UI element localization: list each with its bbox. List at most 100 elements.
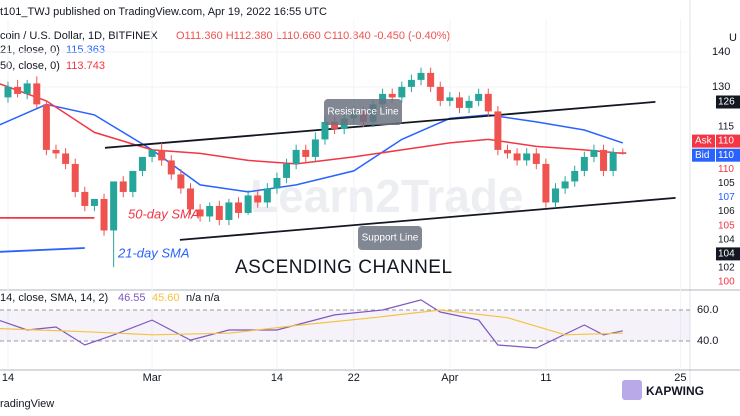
candle-body [494,111,502,150]
published: t101_TWJ published on TradingView.com, A… [0,6,327,18]
x-tick-label: Apr [441,372,458,384]
candle-body [71,163,79,192]
candle-body [552,188,560,203]
candle-body [148,149,156,157]
candle-body [138,156,146,171]
price-tag-bg [716,162,740,176]
x-tick-label: 25 [674,372,686,384]
candle-body [475,93,483,101]
sma-line [0,103,624,193]
sma21-legend: 21, close, 0) [0,44,60,56]
support-box [358,226,422,250]
price-tag-bg [716,95,740,109]
candle-body [302,149,310,157]
candle-body [321,121,329,140]
x-tick-label: 11 [540,372,551,384]
sma50-annotation: 50-day SMA [128,206,200,221]
kapwing-logo [622,380,642,400]
y-tick-label: 130 [712,81,730,93]
candle-body [215,205,223,220]
price-tag-bg [716,233,740,247]
price-tag-bg [716,191,740,204]
rsi-na: n/a n/a [186,292,221,304]
candle-body [206,205,214,217]
quote-tag: Ask [695,136,713,147]
candle-body [129,170,137,192]
header-bg [0,0,310,24]
symbol: coin / U.S. Dollar, 1D, BITFINEX [0,30,158,42]
candle-body [542,163,550,203]
x-tick-label: Mar [143,372,162,384]
trend-line [179,197,676,241]
x-tick-label: 14 [271,372,283,384]
price-tag-bg [716,275,740,289]
candle-body [110,181,118,231]
candle-body [561,181,569,189]
candle-body [532,153,540,164]
price-tag-bg [716,205,740,219]
price-tag: 110 [718,136,734,147]
rsi-line [0,309,623,336]
candle-body [81,191,89,206]
candle-body [186,188,194,210]
candle-body [427,72,435,87]
y-tick-label: 140 [712,46,730,58]
candle-body [33,83,41,105]
currency: U [729,32,737,44]
price-tag-bg [716,219,740,233]
candle-body [14,86,22,94]
price-tag: 100 [718,277,735,288]
footer-right: KAPWING [646,384,704,398]
rsi-tick-label: 60.0 [697,304,718,316]
sma21-annotation: 21-day SMA [117,245,190,260]
candle-body [571,170,579,182]
price-tag-bg [716,247,740,261]
candle-body [177,174,185,189]
candle-body [100,198,108,231]
sma50-value: 113.743 [66,60,105,72]
quote-tag: Bid [695,150,709,161]
rsi-line [0,299,623,349]
candle-body [90,198,98,206]
candle-body [283,163,291,178]
sma-line [0,83,623,165]
candle-body [244,195,252,213]
candle-body [398,86,406,98]
price-tag-bg [716,134,740,148]
price-tag: 104 [718,249,735,260]
candle-body [254,195,262,203]
candle-body [513,153,521,161]
price-tag: 105 [718,178,735,189]
candle-body [331,121,339,129]
candle-body [225,202,233,220]
ohlc: O111.360 H112.380 L110.660 C110.840 -0.4… [176,30,450,42]
pattern-annotation: ASCENDING CHANNEL [235,257,453,278]
candle-body [590,149,598,157]
price-tag-bg [716,261,740,275]
resistance-box [324,99,402,125]
candle-body [158,149,166,161]
price-tag: 110 [718,164,734,175]
watermark: Learn2Trade [250,170,524,222]
price-tag: 115 [718,122,734,133]
candle-body [263,188,271,203]
sma50-legend: 50, close, 0) [0,60,60,72]
price-tag-bg [716,176,740,190]
candle-body [119,181,127,192]
quote-tag-bg [692,134,715,148]
sma21-value: 115.363 [66,44,105,56]
footer-left: radingView [0,398,54,410]
candle-body [23,83,31,94]
candle-body [235,202,243,213]
price-tag: 104 [718,234,735,245]
rsi-band [0,309,690,341]
candle-body [167,160,175,175]
quote-tag-bg [692,148,715,162]
price-tag: 126 [718,97,735,108]
candle-body [503,149,511,154]
resistance-label: Resistance Line [327,107,399,118]
price-tag: 107 [718,192,735,203]
candle-body [4,86,12,98]
